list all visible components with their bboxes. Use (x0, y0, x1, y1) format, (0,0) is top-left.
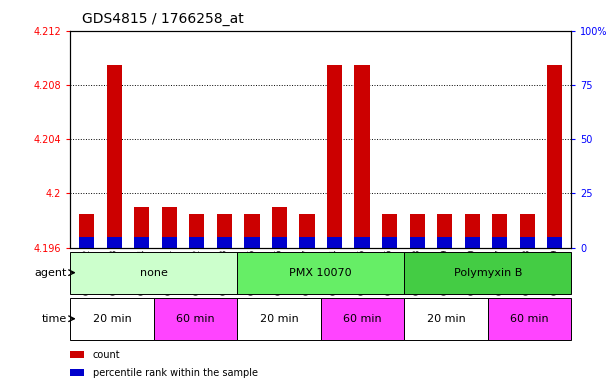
Bar (70, 252, 237, 294)
Text: PMX 10070: PMX 10070 (290, 268, 352, 278)
Bar (70, 351, 84, 358)
Bar (272, 237, 287, 248)
Bar (237, 252, 404, 294)
Text: count: count (93, 350, 120, 360)
Text: 20 min: 20 min (93, 314, 131, 324)
Bar (189, 214, 205, 248)
Bar (237, 298, 321, 340)
Bar (79, 237, 94, 248)
Text: 60 min: 60 min (510, 314, 549, 324)
Bar (354, 65, 370, 248)
Text: 20 min: 20 min (426, 314, 466, 324)
Bar (79, 214, 94, 248)
Bar (189, 237, 205, 248)
Bar (107, 237, 122, 248)
Text: Polymyxin B: Polymyxin B (453, 268, 522, 278)
Bar (492, 214, 507, 248)
Bar (70, 369, 84, 376)
Bar (437, 214, 452, 248)
Bar (299, 214, 315, 248)
Bar (244, 237, 260, 248)
Bar (217, 237, 232, 248)
Bar (520, 214, 535, 248)
Text: GDS4815 / 1766258_at: GDS4815 / 1766258_at (82, 12, 244, 26)
Bar (404, 298, 488, 340)
Text: agent: agent (35, 268, 67, 278)
Bar (354, 237, 370, 248)
Bar (154, 298, 237, 340)
Bar (547, 237, 562, 248)
Bar (327, 65, 342, 248)
Bar (409, 237, 425, 248)
Bar (162, 207, 177, 248)
Bar (488, 298, 571, 340)
Text: none: none (140, 268, 167, 278)
Bar (464, 237, 480, 248)
Bar (321, 298, 404, 340)
Text: time: time (42, 314, 67, 324)
Bar (327, 237, 342, 248)
Bar (520, 237, 535, 248)
Text: percentile rank within the sample: percentile rank within the sample (93, 368, 258, 378)
Bar (162, 237, 177, 248)
Bar (382, 237, 397, 248)
Bar (217, 214, 232, 248)
Bar (272, 207, 287, 248)
Bar (409, 214, 425, 248)
Text: 20 min: 20 min (260, 314, 298, 324)
Bar (382, 214, 397, 248)
Text: 60 min: 60 min (343, 314, 382, 324)
Bar (547, 65, 562, 248)
Bar (70, 298, 154, 340)
Bar (134, 207, 150, 248)
Bar (404, 252, 571, 294)
Bar (134, 237, 150, 248)
Bar (464, 214, 480, 248)
Bar (492, 237, 507, 248)
Bar (107, 65, 122, 248)
Bar (244, 214, 260, 248)
Bar (299, 237, 315, 248)
Text: 60 min: 60 min (176, 314, 215, 324)
Bar (437, 237, 452, 248)
